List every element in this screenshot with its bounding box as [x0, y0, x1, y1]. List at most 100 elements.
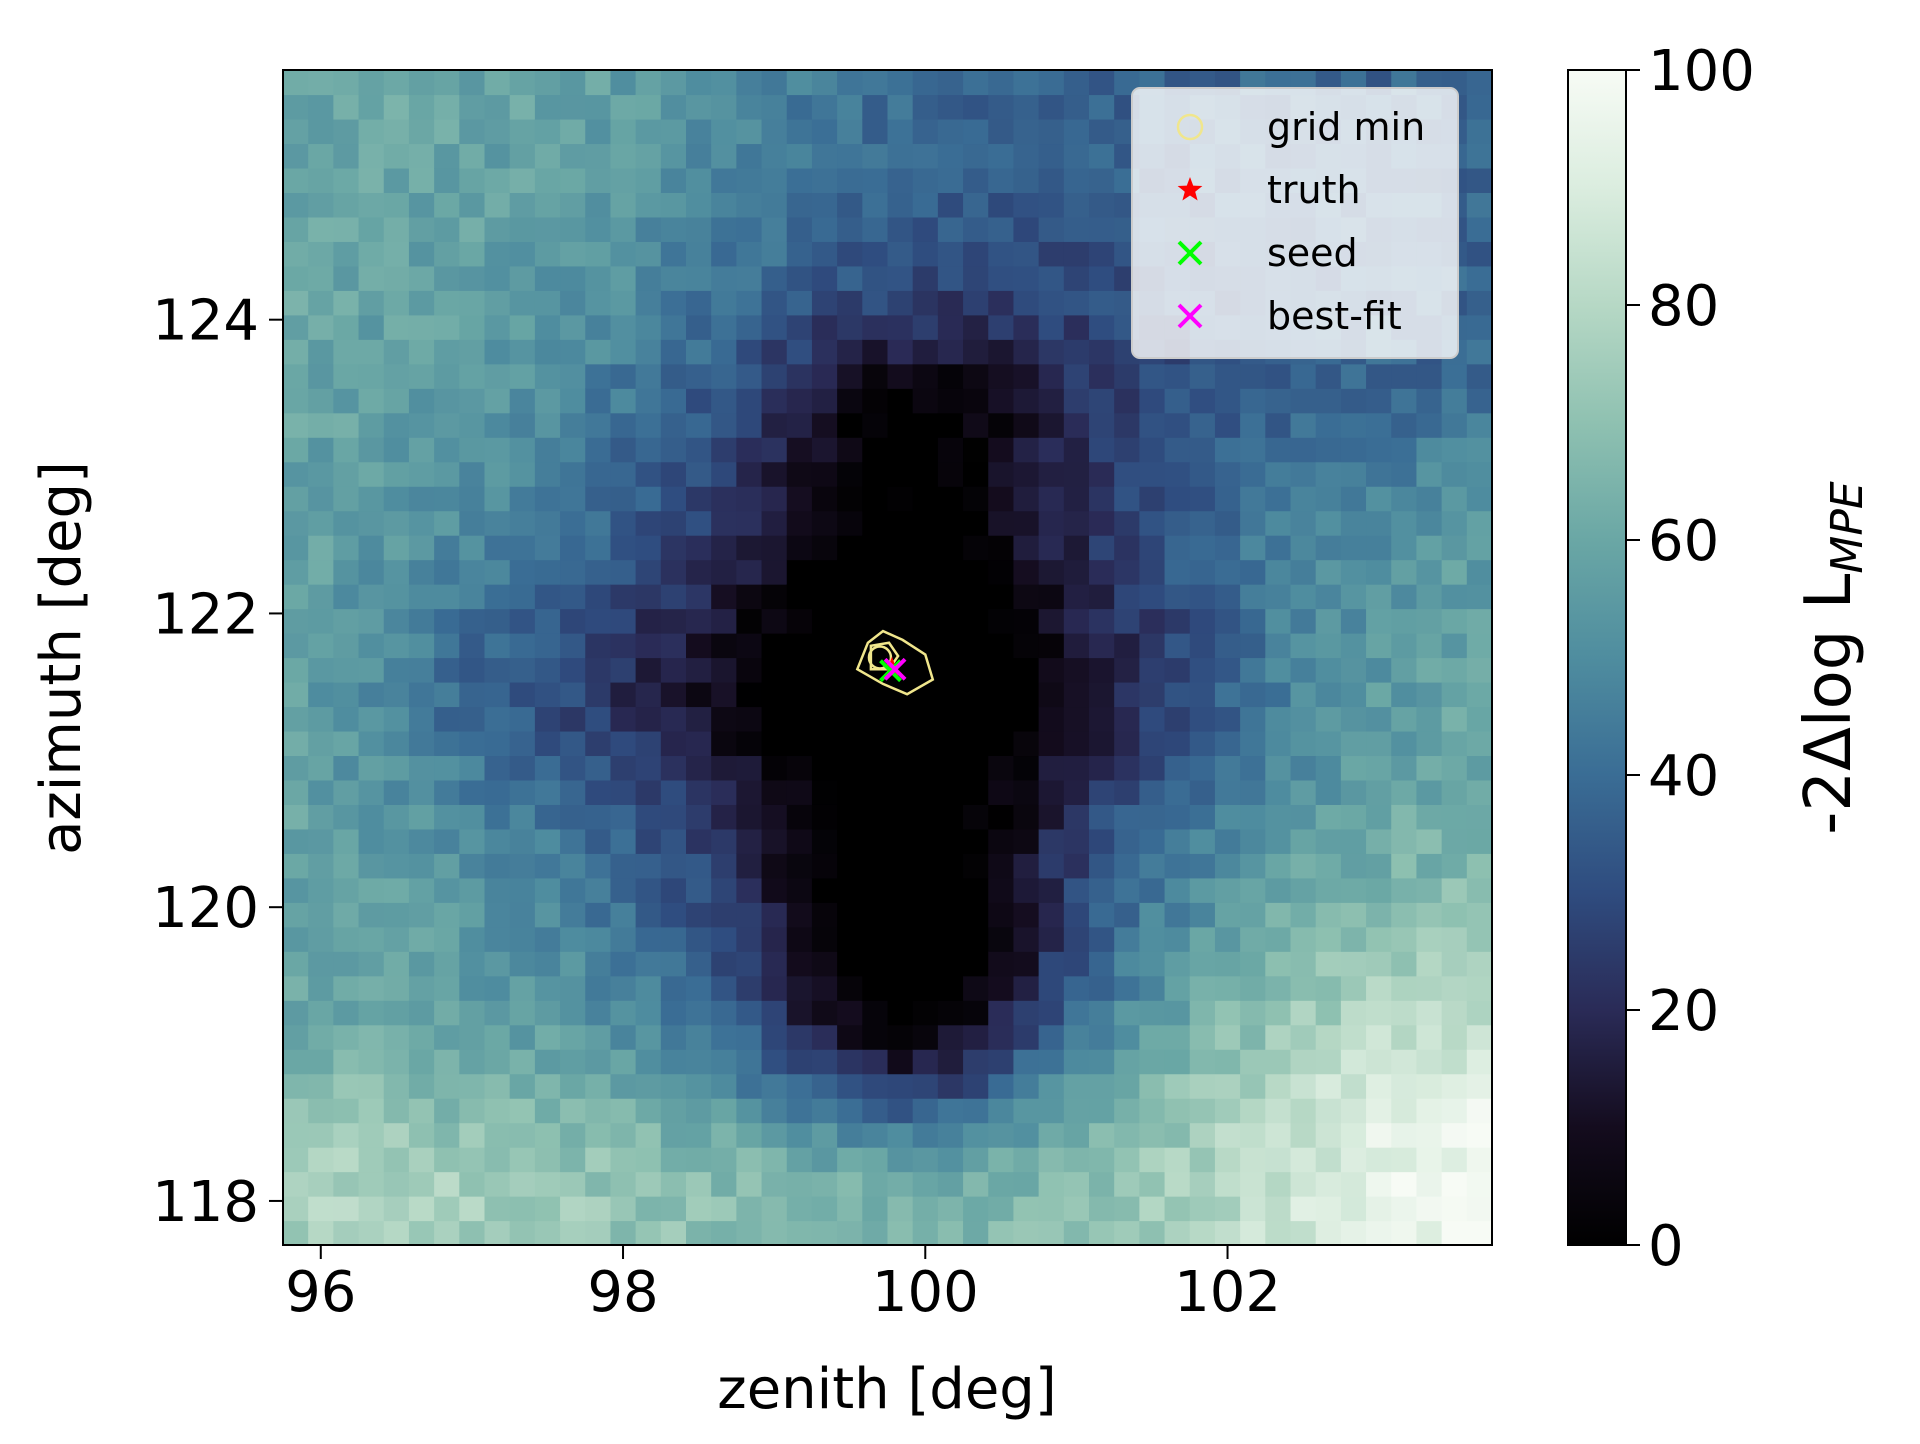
heatmap-cell	[635, 94, 662, 120]
heatmap-cell	[1366, 388, 1392, 414]
colorbar-tick-label: 80	[1648, 274, 1719, 339]
heatmap-cell	[1013, 1000, 1040, 1026]
heatmap-cell	[283, 486, 309, 512]
heatmap-cell	[1391, 437, 1418, 463]
heatmap-cell	[358, 926, 385, 952]
heatmap-cell	[358, 412, 385, 438]
heatmap-cell	[1366, 951, 1392, 977]
heatmap-cell	[408, 437, 435, 463]
heatmap-cell	[585, 437, 612, 463]
heatmap-cell	[862, 290, 889, 316]
heatmap-cell	[635, 437, 662, 463]
heatmap-cell	[686, 1049, 712, 1075]
heatmap-cell	[1391, 951, 1418, 977]
heatmap-cell	[988, 1147, 1015, 1173]
heatmap-cell	[408, 388, 435, 414]
heatmap-cell	[761, 951, 788, 977]
heatmap-cell	[1214, 828, 1241, 854]
heatmap-cell	[937, 363, 964, 389]
heatmap-cell	[383, 1000, 410, 1026]
heatmap-cell	[358, 584, 385, 610]
legend-entry: seed	[1177, 231, 1358, 275]
heatmap-cell	[635, 1220, 662, 1246]
heatmap-cell	[1441, 1220, 1468, 1246]
heatmap-cell	[333, 535, 360, 561]
heatmap-cell	[484, 730, 511, 757]
heatmap-cell	[1063, 755, 1090, 781]
heatmap-cell	[1366, 412, 1392, 438]
heatmap-cell	[283, 363, 309, 389]
heatmap-cell	[1214, 1196, 1241, 1222]
heatmap-cell	[484, 755, 511, 781]
heatmap-cell	[988, 877, 1015, 903]
heatmap-cell	[1290, 779, 1317, 805]
heatmap-cell	[459, 70, 486, 96]
heatmap-cell	[1265, 1098, 1292, 1124]
heatmap-cell	[736, 510, 763, 536]
heatmap-cell	[1340, 388, 1367, 414]
heatmap-cell	[1089, 1196, 1115, 1222]
heatmap-cell	[1265, 461, 1292, 487]
heatmap-cell	[1038, 877, 1065, 903]
heatmap-cell	[1089, 143, 1115, 169]
heatmap-cell	[283, 70, 309, 96]
heatmap-cell	[988, 535, 1015, 561]
heatmap-cell	[333, 877, 360, 903]
heatmap-cell	[484, 633, 511, 659]
heatmap-cell	[1063, 902, 1090, 928]
heatmap-cell	[383, 70, 410, 96]
heatmap-cell	[1240, 510, 1266, 536]
heatmap-cell	[308, 975, 334, 1001]
heatmap-cell	[686, 167, 712, 193]
heatmap-cell	[912, 902, 939, 928]
heatmap-cell	[635, 535, 662, 561]
heatmap-cell	[1038, 535, 1065, 561]
heatmap-cell	[912, 1147, 939, 1173]
heatmap-cell	[1466, 681, 1493, 708]
heatmap-cell	[1391, 779, 1418, 805]
heatmap-cell	[811, 118, 838, 145]
heatmap-cell	[1089, 192, 1115, 218]
heatmap-cell	[585, 633, 612, 659]
heatmap-cell	[509, 559, 536, 585]
heatmap-cell	[736, 388, 763, 414]
heatmap-cell	[1189, 1098, 1216, 1124]
heatmap-cell	[534, 1000, 561, 1026]
heatmap-cell	[434, 902, 460, 928]
heatmap-cell	[862, 804, 889, 830]
heatmap-cell	[963, 1000, 989, 1026]
heatmap-cell	[1340, 363, 1367, 389]
heatmap-cell	[1366, 1000, 1392, 1026]
heatmap-cell	[912, 510, 939, 536]
heatmap-cell	[1139, 853, 1166, 879]
heatmap-cell	[434, 1196, 460, 1222]
heatmap-cell	[358, 608, 385, 634]
heatmap-cell	[459, 1220, 486, 1246]
heatmap-cell	[509, 241, 536, 267]
heatmap-cell	[736, 94, 763, 120]
heatmap-cell	[1466, 1220, 1493, 1246]
heatmap-cell	[811, 1073, 838, 1099]
heatmap-cell	[912, 608, 939, 634]
heatmap-cell	[786, 1171, 813, 1197]
heatmap-cell	[610, 779, 637, 805]
heatmap-cell	[459, 559, 486, 585]
heatmap-cell	[1139, 388, 1166, 414]
heatmap-cell	[383, 1220, 410, 1246]
heatmap-cell	[1466, 1122, 1493, 1148]
heatmap-cell	[1013, 314, 1040, 340]
heatmap-cell	[1265, 1073, 1292, 1099]
heatmap-cell	[912, 265, 939, 291]
heatmap-cell	[1089, 412, 1115, 438]
heatmap-cell	[283, 216, 309, 242]
heatmap-cell	[383, 314, 410, 340]
heatmap-cell	[837, 535, 863, 561]
heatmap-cell	[434, 314, 460, 340]
heatmap-cell	[786, 1000, 813, 1026]
heatmap-cell	[1214, 902, 1241, 928]
heatmap-cell	[1139, 1171, 1166, 1197]
heatmap-cell	[736, 1122, 763, 1148]
heatmap-cell	[686, 633, 712, 659]
heatmap-cell	[283, 437, 309, 463]
heatmap-cell	[1013, 706, 1040, 732]
